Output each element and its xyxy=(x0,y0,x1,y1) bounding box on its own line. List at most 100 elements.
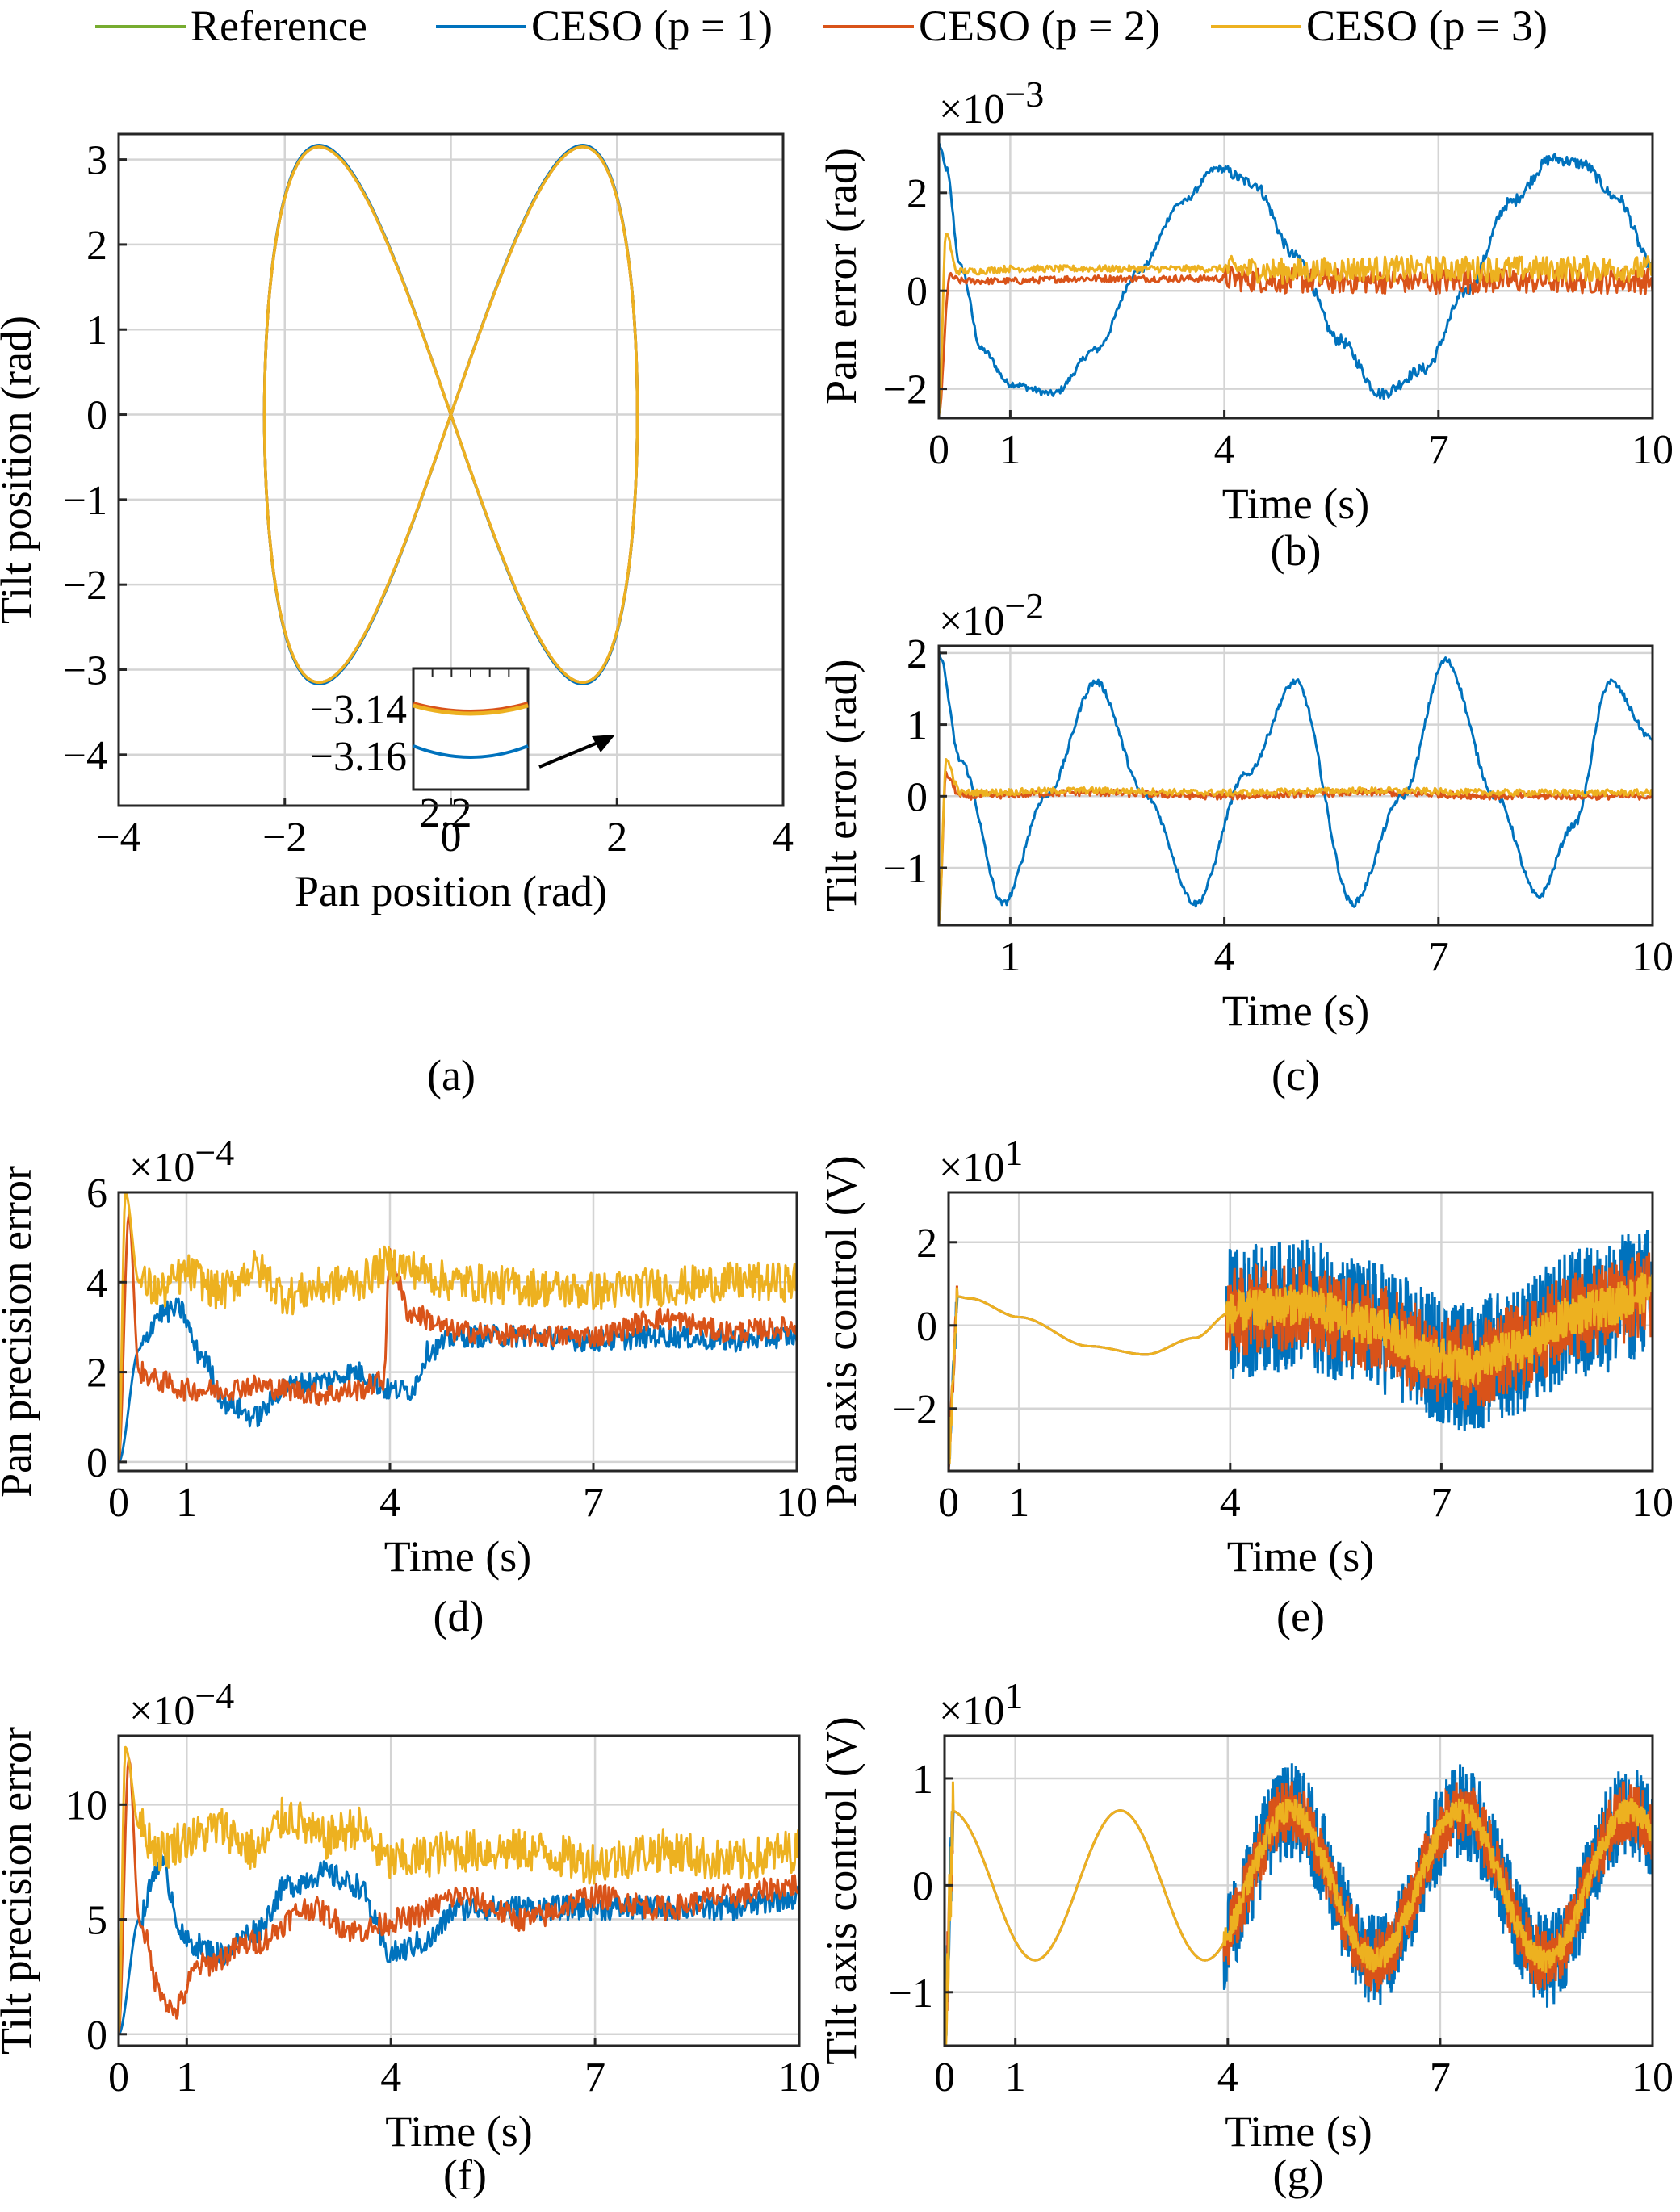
x-tick-label: 10 xyxy=(1632,427,1674,473)
x-tick-label: 10 xyxy=(778,2055,820,2101)
ticks: 0 1 4 7 10−101 xyxy=(889,1757,1674,2101)
x-tick-label: 0 xyxy=(108,1480,129,1526)
axes-frame xyxy=(117,1734,801,2047)
y-tick-label: −1 xyxy=(883,846,928,892)
x-tick-label: 0 xyxy=(934,2055,955,2101)
x-tick-label: 0 xyxy=(938,1480,959,1526)
y-tick-label: 10 xyxy=(65,1783,107,1829)
y-tick-label: 2 xyxy=(916,1221,937,1267)
panel-f: 0 1 4 7 10 0 5 10 ×10−4 Time (s) Tilt precision er… xyxy=(0,1675,820,2199)
inset-xtick: 2.2 xyxy=(420,790,472,836)
x-axis-label: Time (s) xyxy=(1222,480,1370,528)
inset: −3.14−3.16 2.2 xyxy=(310,667,615,836)
series-group xyxy=(262,144,639,686)
y-tick-label: −3 xyxy=(63,647,107,693)
panel-label: (f) xyxy=(443,2151,487,2199)
x-tick-label: 10 xyxy=(776,1480,818,1526)
axis-exponent: ×10−2 xyxy=(939,585,1044,644)
y-tick-label: −1 xyxy=(63,478,107,524)
ticks: 0 1 4 7 10−202 xyxy=(883,171,1674,473)
axes-frame xyxy=(117,1191,798,1473)
inset-arrow xyxy=(538,739,602,769)
x-tick-label: 10 xyxy=(1632,934,1674,980)
panel-label: (c) xyxy=(1272,1051,1320,1100)
grid xyxy=(119,134,783,806)
x-tick-label: 4 xyxy=(1214,934,1235,980)
y-axis-label: Pan axis control (V) xyxy=(817,1155,865,1507)
inset-frame xyxy=(412,667,530,791)
y-tick-label: 0 xyxy=(86,393,107,439)
series-line xyxy=(939,650,1653,908)
axes-frame xyxy=(947,1191,1654,1473)
x-tick-label: 4 xyxy=(1220,1480,1241,1526)
x-axis-label: Time (s) xyxy=(1225,2107,1372,2155)
panel-label: (e) xyxy=(1276,1592,1325,1640)
y-tick-label: 4 xyxy=(86,1260,107,1306)
plot-area xyxy=(939,646,1653,925)
x-tick-label: 0 xyxy=(441,815,462,861)
y-tick-label: −2 xyxy=(63,563,107,609)
series-line xyxy=(119,1757,799,2034)
y-tick-label: 3 xyxy=(86,138,107,184)
x-tick-label: 4 xyxy=(379,1480,400,1526)
x-tick-label: 7 xyxy=(583,1480,604,1526)
series-group xyxy=(939,650,1653,923)
y-tick-label: −2 xyxy=(883,367,928,413)
x-tick-label: 1 xyxy=(999,934,1020,980)
series-group xyxy=(949,1230,1653,1471)
series-group xyxy=(945,1763,1653,2046)
x-tick-label: 4 xyxy=(1214,427,1235,473)
y-tick-label: 6 xyxy=(86,1171,107,1217)
series-line xyxy=(939,142,1653,400)
x-tick-label: 1 xyxy=(999,427,1020,473)
y-tick-label: 0 xyxy=(912,1863,933,1909)
x-tick-label: 7 xyxy=(1428,934,1449,980)
y-tick-label: −2 xyxy=(893,1387,937,1433)
panel-label: (g) xyxy=(1273,2151,1324,2199)
x-tick-label: 0 xyxy=(928,427,949,473)
y-axis-label: Pan precision error xyxy=(0,1166,40,1498)
x-tick-label: 4 xyxy=(380,2055,401,2101)
y-tick-label: −4 xyxy=(63,733,107,779)
y-tick-label: 1 xyxy=(907,703,928,749)
x-tick-label: 1 xyxy=(176,1480,197,1526)
grid xyxy=(119,1736,799,2046)
inset-ytick: −3.16 xyxy=(310,734,407,780)
panel-e: 0 1 4 7 10 −2 0 2×101 Time (s) Pan axis control (… xyxy=(817,1132,1674,1640)
y-axis-label: Tilt precision error xyxy=(0,1727,40,2055)
y-tick-label: 0 xyxy=(916,1304,937,1350)
axes-frame xyxy=(937,132,1654,420)
series-line xyxy=(949,1272,1653,1464)
y-tick-label: 2 xyxy=(86,1351,107,1397)
ticks: 0 1 4 7 10 0 2 4 6 xyxy=(86,1171,818,1526)
series-line xyxy=(945,1781,1653,2046)
legend-label: CESO (p = 3) xyxy=(1306,2,1548,50)
axes-frame xyxy=(937,644,1654,927)
x-axis-label: Time (s) xyxy=(384,1532,532,1581)
legend-label: CESO (p = 2) xyxy=(919,2,1160,50)
legend-item: CESO (p = 1) xyxy=(436,2,773,50)
x-tick-label: 4 xyxy=(773,815,794,861)
legend-label: Reference xyxy=(191,2,367,50)
series-group xyxy=(939,142,1653,416)
y-tick-label: 5 xyxy=(86,1898,107,1944)
axis-exponent: ×10−4 xyxy=(129,1675,234,1734)
series-group xyxy=(119,1745,799,2035)
legend-item: Reference xyxy=(95,2,367,50)
y-tick-label: 0 xyxy=(907,269,928,315)
panel-a: −3.14−3.16 2.2 −4 −2 0 2 4 −4 −3 −2 −1 0 1 2 3 Pan posi… xyxy=(0,132,794,1100)
y-tick-label: 0 xyxy=(907,774,928,820)
y-tick-label: −1 xyxy=(889,1971,933,2017)
legend: Reference CESO (p = 1) CESO (p = 2) CESO (p… xyxy=(95,2,1548,50)
panel-label: (b) xyxy=(1271,526,1322,575)
y-tick-label: 1 xyxy=(912,1757,933,1803)
x-tick-label: 7 xyxy=(584,2055,605,2101)
x-tick-label: −4 xyxy=(96,815,140,861)
axis-exponent: ×101 xyxy=(939,1132,1023,1191)
x-tick-label: 7 xyxy=(1430,2055,1451,2101)
axes-frame xyxy=(943,1734,1654,2047)
panel-label: (d) xyxy=(434,1592,484,1640)
y-tick-label: 2 xyxy=(86,223,107,269)
